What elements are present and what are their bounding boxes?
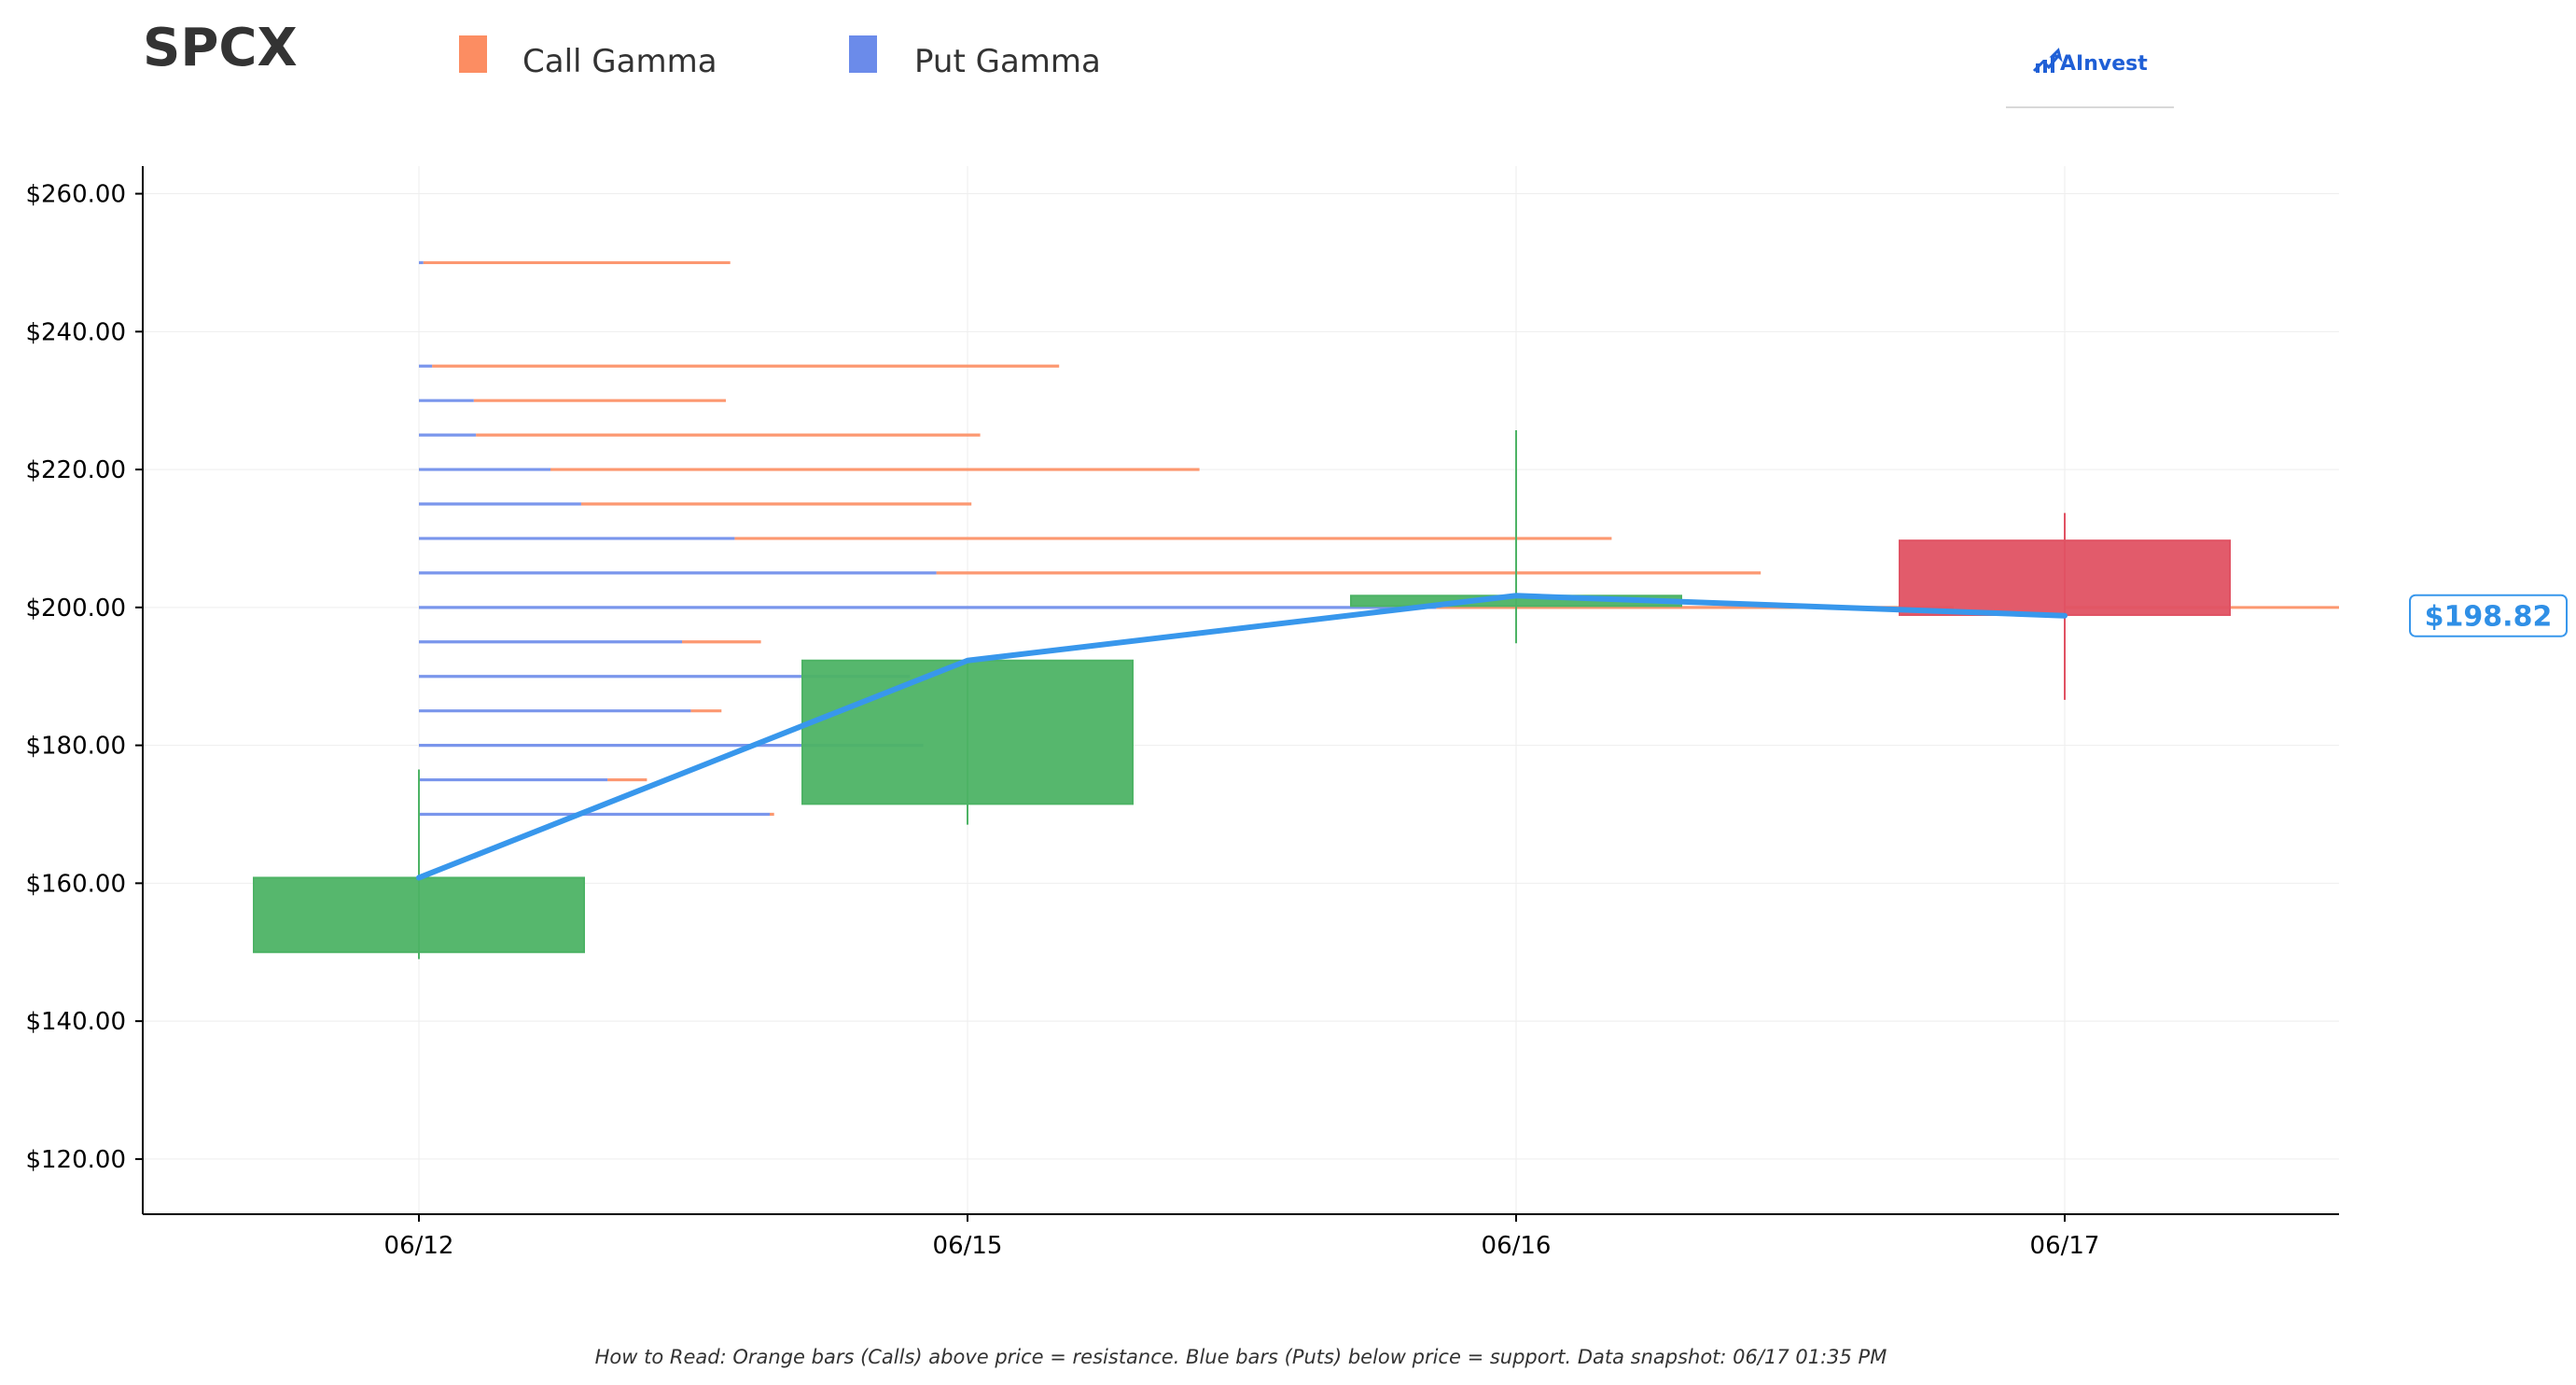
y-tick-label: $160.00 <box>25 870 126 898</box>
y-tick-label: $240.00 <box>25 318 126 346</box>
y-tick-label: $220.00 <box>25 456 126 484</box>
legend-put-label: Put Gamma <box>914 43 1101 80</box>
last-price-box <box>2409 594 2568 637</box>
logo-text: AInvest <box>2060 52 2148 76</box>
gamma-bars <box>419 260 2339 817</box>
legend-call-swatch <box>459 35 487 73</box>
x-tick-label: 06/16 <box>1482 1232 1552 1260</box>
logo-bar-2 <box>2043 60 2047 73</box>
x-tick-label: 06/15 <box>933 1232 1003 1260</box>
candles <box>253 429 2231 959</box>
ainvest-logo: AInvest <box>2006 48 2174 108</box>
last-price-label: $198.82 <box>2425 601 2553 634</box>
ticker-title: SPCX <box>143 18 298 78</box>
grid-lines <box>143 166 2339 1214</box>
candle-body <box>801 659 1134 805</box>
legend-put-swatch <box>849 35 877 73</box>
legend-call-label: Call Gamma <box>522 43 717 80</box>
y-tick-label: $180.00 <box>25 733 126 761</box>
logo-bar-1 <box>2036 63 2040 73</box>
candle-body <box>1899 539 2231 616</box>
price-line <box>416 593 2068 881</box>
y-tick-label: $120.00 <box>25 1146 126 1174</box>
y-tick-label: $140.00 <box>25 1008 126 1036</box>
candle-body <box>253 876 585 954</box>
logo-bar-3 <box>2051 56 2054 73</box>
y-tick-label: $260.00 <box>25 181 126 209</box>
x-tick-label: 06/12 <box>384 1232 454 1260</box>
price-line-layer <box>416 593 2068 881</box>
axes: $120.00 $140.00 $160.00 $180.00 $200.00 $220.… <box>25 166 2339 1260</box>
footnote: How to Read: Orange bars (Calls) above p… <box>595 1346 1887 1368</box>
last-price-badge: $198.82 <box>2409 594 2568 637</box>
y-tick-label: $200.00 <box>25 595 126 623</box>
x-tick-label: 06/17 <box>2030 1232 2100 1260</box>
